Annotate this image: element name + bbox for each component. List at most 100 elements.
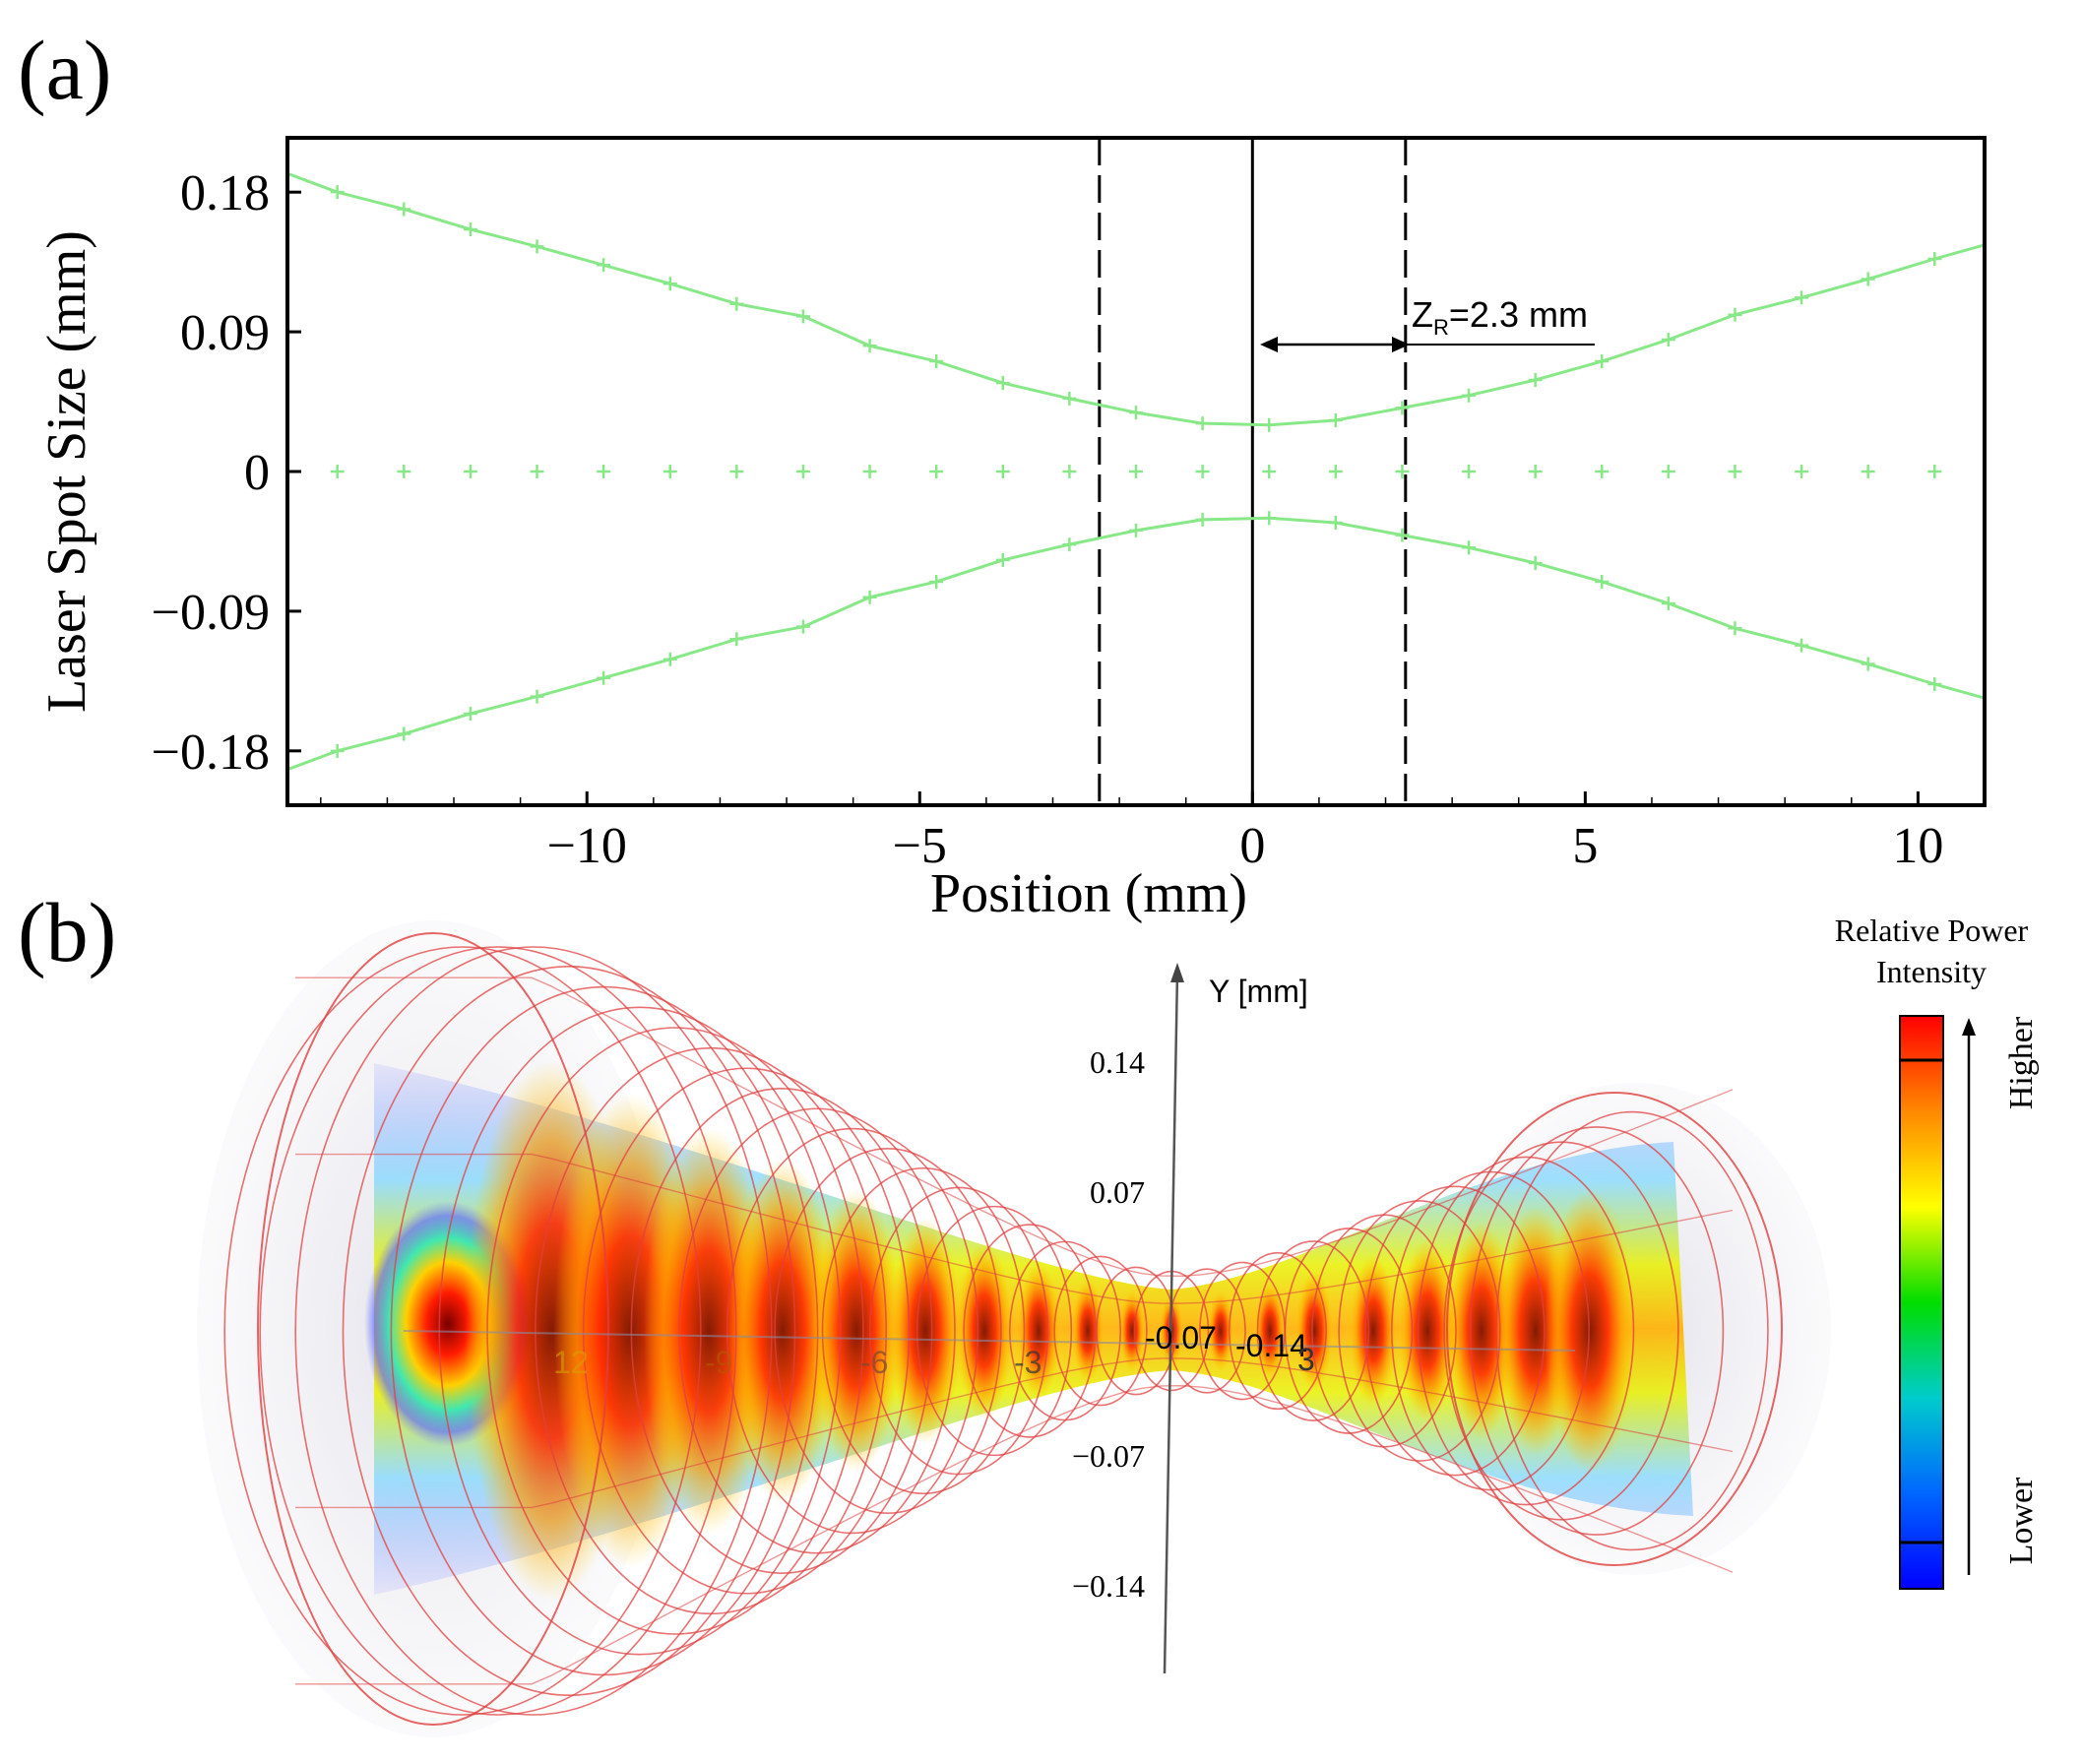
mesh-ring bbox=[1469, 1126, 1725, 1536]
mesh-ring bbox=[1168, 1268, 1246, 1394]
mesh-ring bbox=[1284, 1228, 1414, 1434]
mesh-line bbox=[295, 1153, 1734, 1304]
intensity-lobe bbox=[1071, 1279, 1105, 1383]
mesh-ring bbox=[1229, 1251, 1327, 1411]
sample-marker bbox=[530, 689, 544, 704]
sample-marker bbox=[1861, 465, 1875, 478]
mesh-ring bbox=[774, 1147, 1002, 1515]
mesh-ring bbox=[868, 1186, 1049, 1476]
sample-marker bbox=[1395, 465, 1410, 478]
axis-ticks bbox=[287, 190, 1986, 805]
sample-marker bbox=[1129, 523, 1143, 537]
beam-y-tick-label: 0.14 bbox=[1090, 1044, 1145, 1080]
sample-marker bbox=[1528, 372, 1543, 387]
sample-marker bbox=[330, 465, 345, 478]
intensity-lobe bbox=[1544, 1188, 1636, 1474]
intensity-lobe bbox=[1398, 1238, 1457, 1423]
colorbar: Relative Power Intensity Higher Lower bbox=[1835, 913, 2040, 1590]
panel-label-b: (b) bbox=[18, 885, 116, 979]
colorbar-gradient bbox=[1899, 1015, 1944, 1590]
intensity-lobe bbox=[1118, 1290, 1146, 1372]
sample-marker bbox=[330, 185, 345, 200]
sample-marker bbox=[1795, 465, 1809, 478]
intensity-lobe bbox=[1207, 1291, 1234, 1371]
mesh-ring bbox=[1446, 1092, 1783, 1566]
sample-marker bbox=[995, 376, 1010, 391]
sample-marker bbox=[463, 222, 477, 237]
intensity-lobe bbox=[1016, 1262, 1061, 1400]
y-axis-label: Y [mm] bbox=[1209, 974, 1308, 1009]
sample-marker bbox=[1861, 657, 1875, 671]
sample-marker bbox=[1062, 465, 1077, 478]
sample-marker bbox=[1395, 528, 1410, 542]
sample-marker bbox=[1395, 401, 1410, 415]
mesh-ring bbox=[1364, 1185, 1546, 1477]
sample-marker bbox=[1062, 537, 1077, 552]
y-tick-label: 0 bbox=[244, 445, 270, 501]
mesh-ring bbox=[390, 985, 819, 1676]
inline-label-neg-0.14: -0.14 bbox=[1235, 1328, 1307, 1363]
inline-label-6: -6 bbox=[860, 1345, 888, 1380]
sample-marker bbox=[995, 465, 1010, 478]
sample-marker bbox=[1795, 638, 1809, 653]
sample-marker bbox=[463, 465, 477, 478]
sample-marker bbox=[1595, 465, 1610, 478]
sample-marker bbox=[330, 743, 345, 758]
sample-marker bbox=[1927, 677, 1942, 692]
sample-marker bbox=[663, 652, 677, 666]
sample-marker bbox=[663, 465, 677, 478]
sample-marker bbox=[1595, 354, 1610, 369]
sample-marker bbox=[530, 465, 544, 478]
x-tick-labels: −10 −5 0 5 10 bbox=[547, 818, 1944, 874]
x-tick-label: 10 bbox=[1892, 818, 1943, 874]
intensity-lobe bbox=[889, 1218, 962, 1444]
sample-marker bbox=[397, 202, 411, 217]
wireframe-mesh bbox=[223, 932, 1783, 1726]
inline-label-3: -3 bbox=[1014, 1345, 1042, 1380]
intensity-lobe bbox=[1446, 1223, 1517, 1439]
mesh-ring bbox=[294, 946, 773, 1716]
colorbar-arrow-head bbox=[1962, 1018, 1976, 1036]
sample-marker bbox=[729, 465, 744, 478]
mesh-ring bbox=[257, 932, 609, 1726]
sample-marker bbox=[795, 619, 810, 634]
mesh-ring bbox=[1096, 1266, 1176, 1396]
sample-marker bbox=[862, 590, 877, 604]
x-tick-label: −10 bbox=[547, 818, 627, 874]
sample-marker bbox=[1728, 465, 1742, 478]
mesh-line bbox=[295, 1357, 1734, 1509]
mesh-ring bbox=[259, 946, 737, 1716]
lower-envelope bbox=[287, 516, 1985, 772]
reference-lines bbox=[1098, 138, 1408, 805]
mesh-ring bbox=[678, 1107, 956, 1554]
mesh-ring bbox=[223, 946, 702, 1716]
sample-marker bbox=[1927, 251, 1942, 266]
sample-marker bbox=[397, 726, 411, 741]
y-axis-arrow bbox=[1170, 963, 1184, 982]
sample-marker bbox=[1195, 465, 1210, 478]
mesh-ring bbox=[1338, 1200, 1501, 1462]
beam-y-tick-label: −0.07 bbox=[1072, 1438, 1145, 1474]
sample-marker bbox=[1661, 332, 1675, 346]
sample-marker bbox=[1129, 465, 1143, 478]
sample-marker bbox=[1129, 406, 1143, 420]
sample-marker bbox=[1328, 516, 1343, 531]
sample-marker bbox=[1328, 412, 1343, 427]
mesh-ring bbox=[726, 1127, 979, 1535]
panel-label-a: (a) bbox=[18, 23, 111, 117]
sample-marker bbox=[1262, 465, 1277, 478]
inline-label-neg-0.07: -0.07 bbox=[1145, 1320, 1217, 1355]
sample-marker bbox=[729, 296, 744, 311]
spot-size-chart: 0.18 0.09 0 −0.09 −0.18 −10 −5 0 5 10 Laser Spot… bbox=[36, 136, 1987, 924]
beam-3d-view: Y [mm] 0.14 0.07 −0.07 −0.14 12 -9 -6 -3 -0… bbox=[197, 913, 2040, 1737]
sample-marker bbox=[1927, 465, 1942, 478]
sample-marker bbox=[530, 239, 544, 254]
sample-marker bbox=[795, 309, 810, 324]
rayleigh-label: ZR=2.3 mm bbox=[1412, 294, 1588, 340]
sample-marker bbox=[929, 354, 944, 369]
sample-marker bbox=[1595, 574, 1610, 589]
sample-marker bbox=[995, 552, 1010, 567]
y-tick-label: 0.18 bbox=[180, 165, 270, 221]
sample-marker bbox=[1528, 465, 1543, 478]
y-tick-label: 0.09 bbox=[180, 305, 270, 361]
